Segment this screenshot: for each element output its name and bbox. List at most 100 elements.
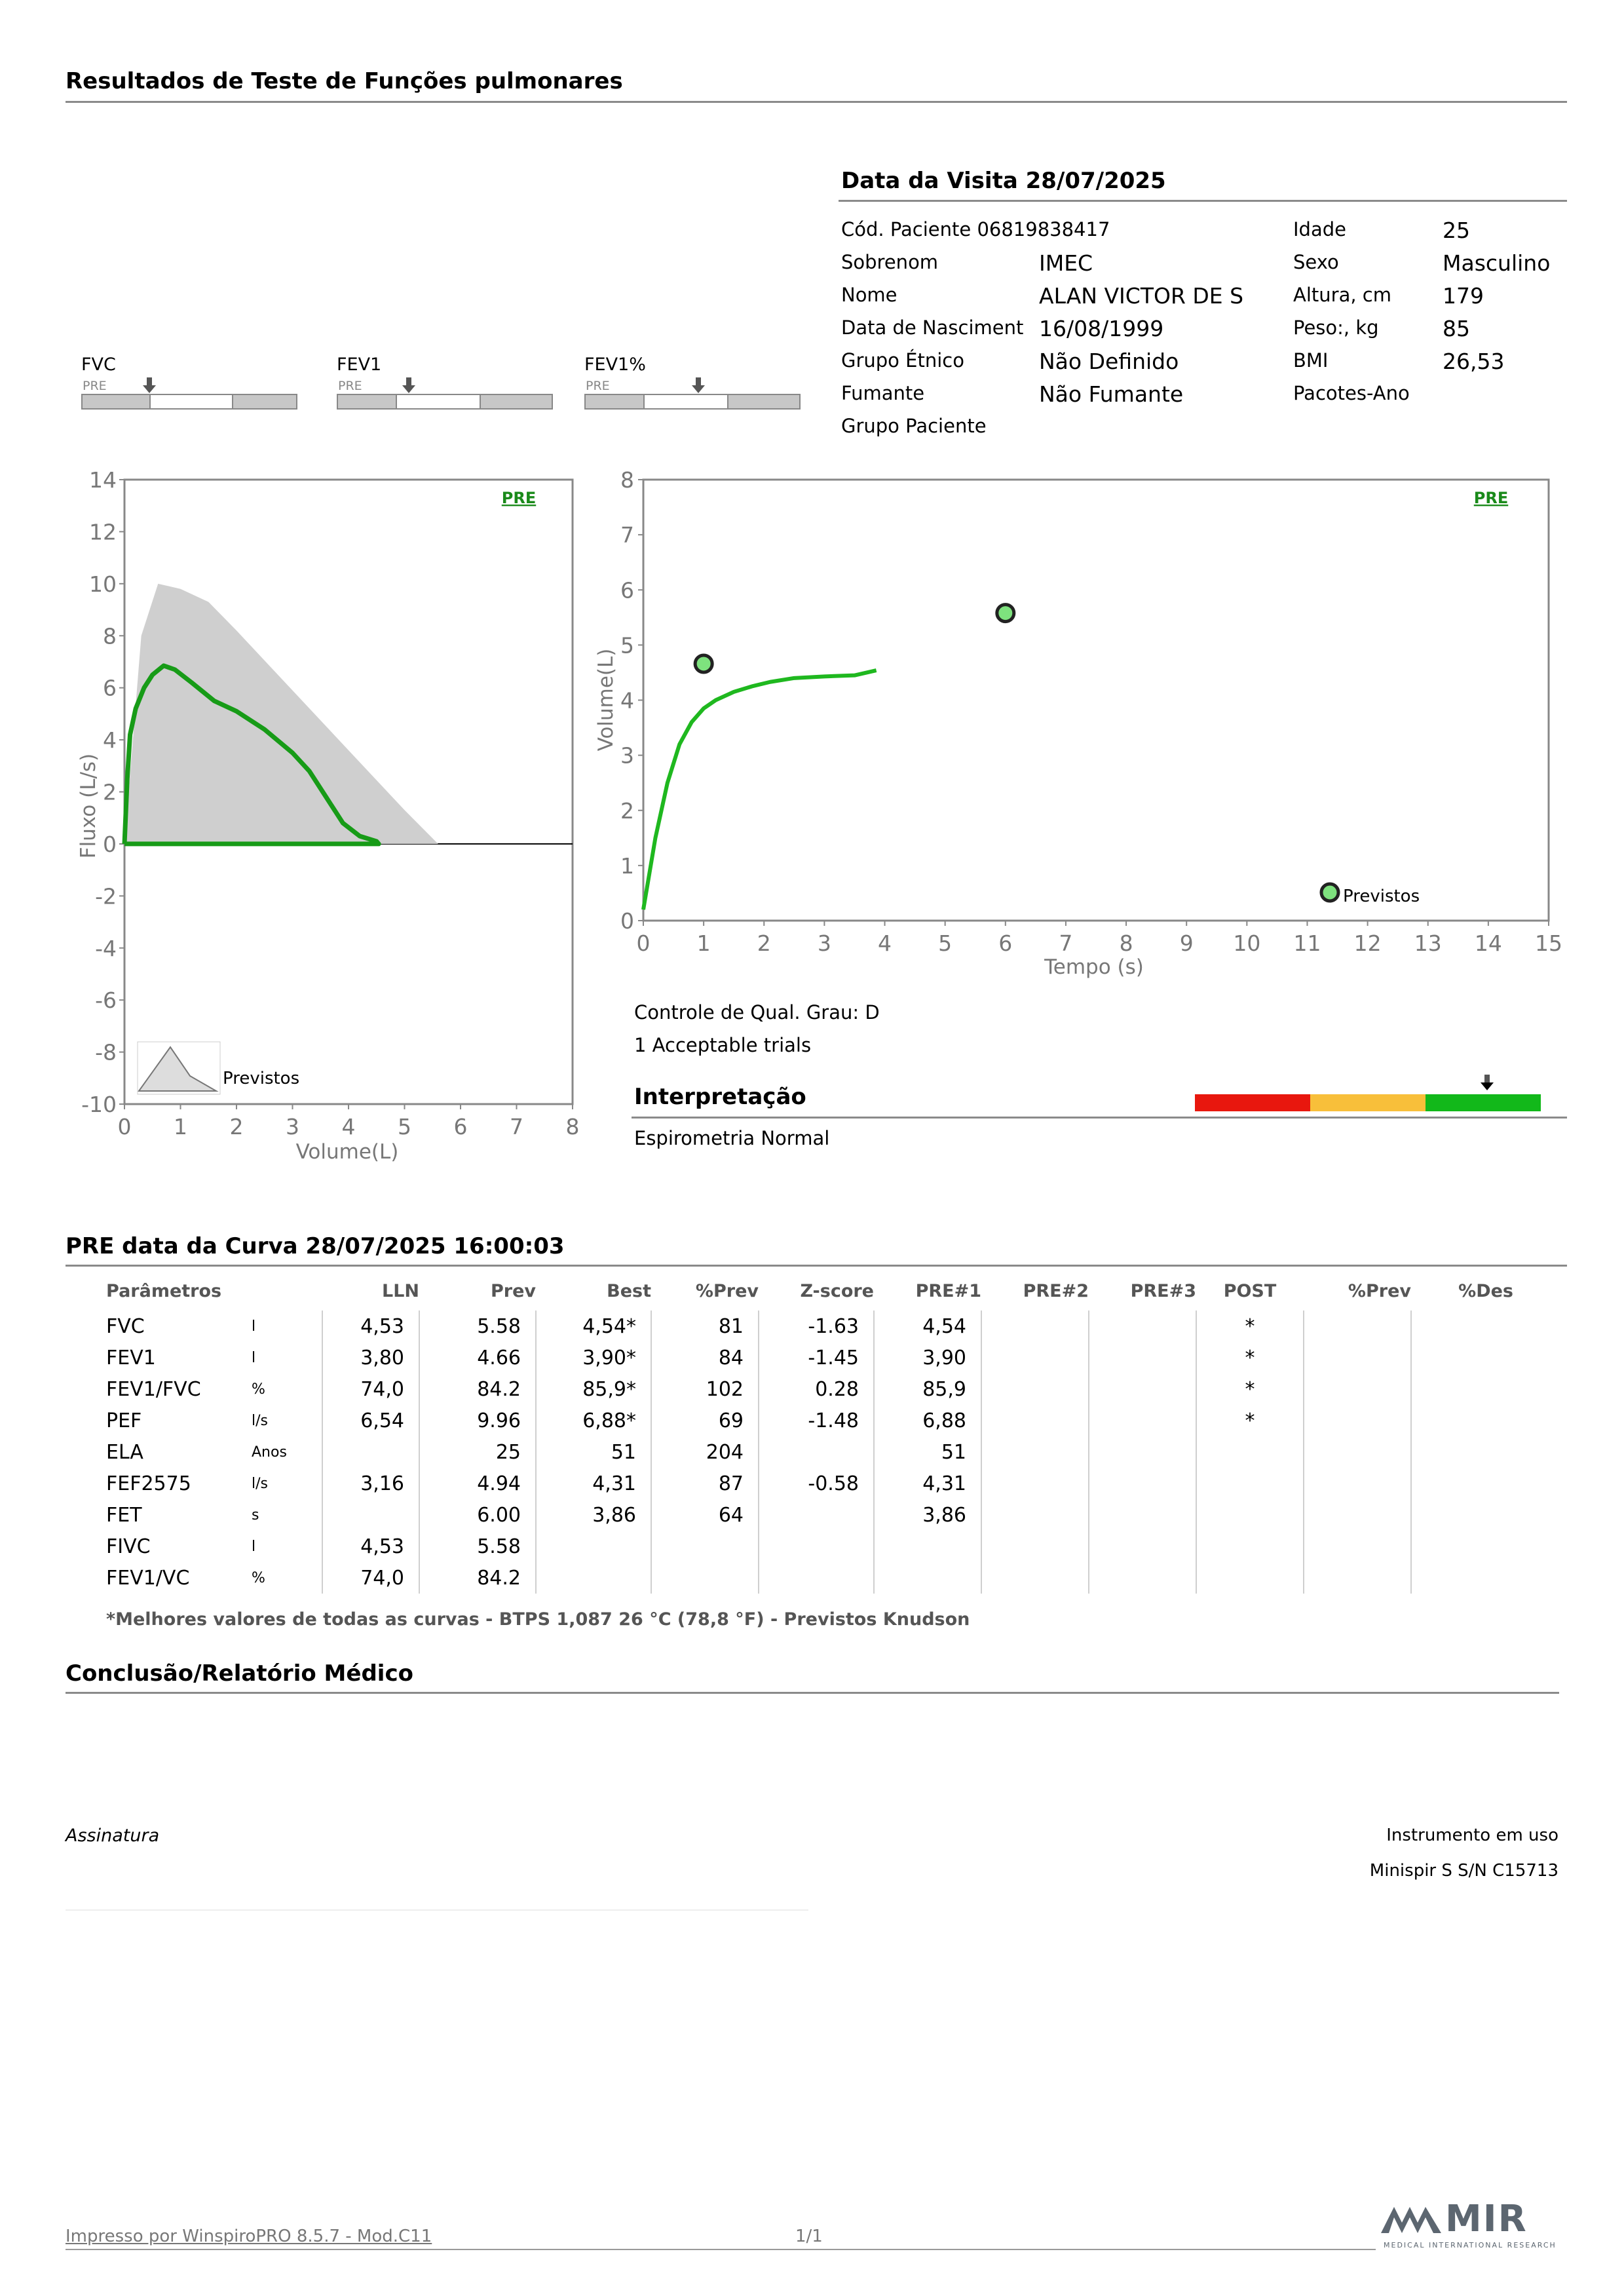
table-row: FEF2575 l/s 3,16 4.94 4,31 87 -0.58 4,31	[106, 1468, 1513, 1499]
table-cell: FEV1/FVC	[106, 1377, 201, 1401]
table-cell	[1088, 1405, 1196, 1436]
table-cell	[1196, 1499, 1304, 1531]
table-row: FET s 6.00 3,86 64 3,86	[106, 1499, 1513, 1531]
table-cell	[1196, 1531, 1304, 1562]
table-cell	[981, 1499, 1089, 1531]
table-cell: 85,9	[873, 1373, 981, 1405]
weight-label: Peso:, kg	[1293, 316, 1379, 339]
vol-y-tick-label: 8	[620, 467, 634, 493]
table-cell: 3,90*	[535, 1342, 651, 1373]
header-rule	[66, 101, 1567, 103]
vol-x-tick-label: 8	[1120, 930, 1133, 956]
table-cell	[873, 1562, 981, 1594]
table-cell: l/s	[252, 1475, 268, 1492]
table-cell: FEV1	[106, 1346, 156, 1369]
table-cell	[1410, 1436, 1513, 1468]
smoker-value: Não Fumante	[1039, 381, 1184, 407]
footer-page: 1/1	[795, 2227, 823, 2246]
gauge-fev1-label: FEV1	[337, 354, 382, 375]
gauge-fvc-label: FVC	[81, 354, 116, 375]
table-header-cell: LLN	[381, 1280, 419, 1301]
table-cell: 84.2	[419, 1562, 536, 1594]
vol-y-tick-label: 4	[620, 688, 634, 714]
vol-x-tick-label: 4	[878, 930, 892, 956]
table-cell: 25	[419, 1436, 536, 1468]
table-cell: 3,86	[535, 1499, 651, 1531]
pack-years-label: Pacotes-Ano	[1293, 382, 1410, 404]
flow-x-tick-label: 0	[118, 1114, 132, 1139]
instrument-value: Minispir S S/N C15713	[1369, 1861, 1558, 1881]
table-cell	[322, 1499, 419, 1531]
flow-predicted-area	[124, 583, 438, 844]
table-cell	[981, 1342, 1089, 1373]
quality-trials: 1 Acceptable trials	[634, 1034, 812, 1056]
table-header-cell: Z-score	[800, 1280, 874, 1301]
instrument-label: Instrumento em uso	[1386, 1826, 1558, 1845]
table-cell	[758, 1531, 874, 1562]
table-header-cell: %Des	[1458, 1280, 1513, 1301]
vol-series-line	[641, 668, 877, 910]
interpretation-bar-orange	[1310, 1094, 1426, 1111]
table-header-cell: %Prev	[695, 1280, 759, 1301]
table-header-cell: Prev	[490, 1280, 536, 1301]
table-cell: FVC	[106, 1314, 145, 1338]
table-cell	[1410, 1311, 1513, 1342]
table-cell: 5.58	[419, 1311, 536, 1342]
footer-rule	[66, 2249, 1376, 2250]
flow-y-tick-label: -6	[95, 987, 117, 1013]
table-cell: 4.66	[419, 1342, 536, 1373]
table-cell: 6,54	[322, 1405, 419, 1436]
vol-chart-tag: PRE	[1474, 489, 1508, 507]
table-cell	[981, 1468, 1089, 1499]
quality-grade: Controle de Qual. Grau: D	[634, 1001, 880, 1024]
table-cell	[981, 1311, 1089, 1342]
flow-y-tick-label: -4	[95, 936, 117, 961]
gauge-fev1pct-label: FEV1%	[584, 354, 646, 375]
vol-x-tick-label: 11	[1293, 930, 1321, 956]
table-cell: 74,0	[322, 1562, 419, 1594]
table-cell: 81	[651, 1311, 759, 1342]
height-value: 179	[1443, 283, 1484, 309]
bmi-label: BMI	[1293, 349, 1329, 372]
table-cell: l	[252, 1349, 256, 1366]
visit-rule	[839, 200, 1567, 202]
flow-y-tick-label: 10	[89, 571, 117, 597]
table-header-cell: Parâmetros	[106, 1280, 222, 1301]
bmi-value: 26,53	[1443, 349, 1505, 374]
ethnic-value: Não Definido	[1039, 349, 1179, 374]
conclusion-rule	[66, 1692, 1559, 1694]
vol-x-tick-label: 10	[1233, 930, 1260, 956]
table-row: ELA Anos 25 51 204 51	[106, 1436, 1513, 1468]
table-cell	[758, 1562, 874, 1594]
table-cell	[1303, 1311, 1411, 1342]
vol-predicted-point	[693, 653, 714, 674]
birthdate-label: Data de Nasciment	[841, 316, 1024, 339]
flow-y-tick-label: 4	[103, 727, 117, 753]
table-cell	[1196, 1562, 1304, 1594]
vol-y-tick-label: 2	[620, 798, 634, 824]
flow-y-tick-label: -2	[95, 883, 117, 909]
table-cell: 5.58	[419, 1531, 536, 1562]
table-cell: *	[1196, 1373, 1304, 1405]
table-cell	[1303, 1531, 1411, 1562]
table-cell	[1088, 1311, 1196, 1342]
vol-x-tick-label: 12	[1354, 930, 1382, 956]
table-cell: 85,9*	[535, 1373, 651, 1405]
flow-x-tick-label: 3	[286, 1114, 299, 1139]
table-cell: %	[252, 1381, 265, 1398]
footer-printed: Impresso por WinspiroPRO 8.5.7 - Mod.C11	[66, 2227, 432, 2246]
table-cell	[981, 1436, 1089, 1468]
table-cell	[1303, 1436, 1411, 1468]
table-cell: %	[252, 1569, 265, 1586]
gauge-fev1-pre: PRE	[338, 379, 362, 393]
signature-label: Assinatura	[66, 1826, 160, 1846]
table-cell: 4,54	[873, 1311, 981, 1342]
table-cell: 4,31	[535, 1468, 651, 1499]
table-cell: 204	[651, 1436, 759, 1468]
vol-y-tick-label: 0	[620, 908, 634, 934]
interpretation-arrow-icon	[1481, 1075, 1494, 1090]
age-value: 25	[1443, 218, 1470, 243]
smoker-label: Fumante	[841, 382, 925, 404]
table-cell: 3,80	[322, 1342, 419, 1373]
